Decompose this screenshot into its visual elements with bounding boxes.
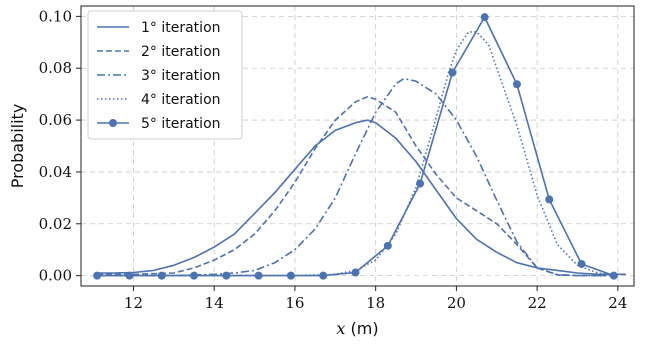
data-point [93,271,102,280]
plot-frame [80,5,635,287]
x-tick-label: 16 [285,294,304,312]
y-tick-label: 0.02 [39,215,72,233]
x-tick-label: 24 [608,294,627,312]
x-tick-label: 22 [528,294,547,312]
legend-label-2: 2° iteration [141,44,221,60]
data-point [545,195,554,204]
y-axis-label: Probability [8,104,27,189]
data-point [512,80,521,89]
tick-labels: 12 14 16 18 20 22 24 0.00 0.02 0.04 0.06 0.08 0.10 [39,7,628,312]
x-tick-label: 12 [124,294,143,312]
data-point [157,271,166,280]
y-tick-label: 0.04 [39,163,72,181]
data-point [125,271,134,280]
y-tick-label: 0.06 [39,111,72,129]
data-point [190,271,199,280]
y-tick-label: 0.10 [39,7,72,25]
series-lines [93,13,626,280]
data-point [448,68,457,77]
series-line-1 [97,119,626,276]
legend-box [87,10,243,140]
x-axis-label: x (m) [336,319,378,338]
legend-label-5: 5° iteration [141,116,221,132]
data-point [254,271,263,280]
x-tick-label: 20 [447,294,466,312]
data-point [416,179,425,188]
data-point [480,13,489,22]
legend: 1° iteration 2° iteration 3° iteration 4° i… [87,10,243,140]
legend-label-3: 3° iteration [141,68,221,84]
legend-marker [109,119,117,127]
x-axis-variable: x [336,319,345,338]
data-point [286,271,295,280]
x-axis-unit: (m) [345,319,378,338]
legend-label-1: 1° iteration [141,20,221,36]
y-tick-label: 0.00 [39,267,72,285]
axes-frame [80,5,635,287]
y-tick-label: 0.08 [39,59,72,77]
data-point [319,271,328,280]
series-line-2 [97,95,618,277]
legend-label-4: 4° iteration [141,92,221,108]
series-line-3 [97,77,618,277]
x-tick-label: 14 [205,294,224,312]
data-point [222,271,231,280]
data-point [351,268,360,277]
data-point [383,241,392,250]
x-tick-label: 18 [366,294,385,312]
data-point [577,259,586,268]
data-point [609,271,618,280]
